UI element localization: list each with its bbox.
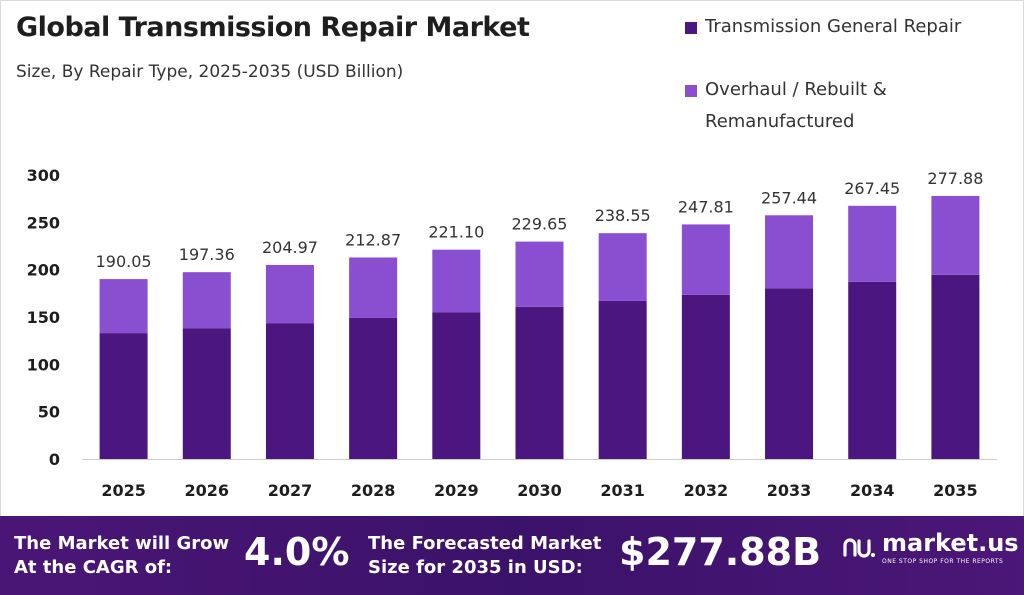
bar-segment-overhaul <box>349 257 398 318</box>
cagr-label: The Market will Grow At the CAGR of: <box>14 532 229 580</box>
legend-item-general-repair: Transmission General Repair <box>685 16 961 37</box>
bar-segment-general-repair <box>182 328 231 459</box>
legend-label-overhaul-line2: Remanufactured <box>705 111 855 132</box>
legend-swatch-general-repair <box>685 22 697 34</box>
x-tick-label: 2028 <box>351 481 396 500</box>
bar-total-label: 267.45 <box>844 179 900 198</box>
bar-segment-overhaul <box>681 224 730 295</box>
market-us-logo-icon <box>843 537 875 558</box>
x-tick-label: 2034 <box>850 481 895 500</box>
x-tick-label: 2032 <box>684 481 729 500</box>
x-tick-label: 2035 <box>933 481 978 500</box>
legend-label-overhaul-line1: Overhaul / Rebuilt & <box>705 79 887 100</box>
x-tick-label: 2031 <box>600 481 645 500</box>
bar-segment-overhaul <box>432 249 481 313</box>
brand-tagline: ONE STOP SHOP FOR THE REPORTS <box>882 558 1004 565</box>
forecast-value: $277.88B <box>619 530 822 574</box>
y-tick-label: 300 <box>27 166 60 185</box>
x-tick-label: 2029 <box>434 481 479 500</box>
bar-total-label: 257.44 <box>761 188 817 207</box>
bar-segment-overhaul <box>931 195 980 275</box>
x-tick-label: 2027 <box>268 481 313 500</box>
bar-segment-general-repair <box>931 274 980 459</box>
bar-segment-overhaul <box>598 233 647 301</box>
x-tick-label: 2033 <box>767 481 812 500</box>
legend-item-overhaul: Overhaul / Rebuilt & Remanufactured <box>685 79 887 138</box>
bar-total-label: 204.97 <box>262 238 318 257</box>
bar-total-label: 197.36 <box>179 245 235 264</box>
bar-segment-overhaul <box>515 241 564 307</box>
bar-segment-general-repair <box>432 312 481 459</box>
bar-segment-general-repair <box>681 294 730 459</box>
cagr-label-line1: The Market will Grow <box>14 533 230 554</box>
bar-segment-general-repair <box>765 288 814 459</box>
x-tick-label: 2030 <box>517 481 562 500</box>
footer-banner <box>0 516 1024 595</box>
x-tick-label: 2025 <box>101 481 146 500</box>
brand-logo: market.us ONE STOP SHOP FOR THE REPORTS <box>842 530 1019 565</box>
bar-total-label: 229.65 <box>512 215 568 234</box>
bar-segment-general-repair <box>349 317 398 459</box>
forecast-label: The Forecasted Market Size for 2035 in U… <box>368 532 601 580</box>
bar-segment-overhaul <box>265 264 314 324</box>
bar-segment-general-repair <box>265 323 314 459</box>
y-tick-label: 250 <box>27 213 60 232</box>
y-tick-label: 200 <box>27 261 60 280</box>
bar-segment-general-repair <box>515 306 564 459</box>
bar-total-label: 247.81 <box>678 197 734 216</box>
bar-segment-general-repair <box>598 300 647 459</box>
bar-segment-overhaul <box>99 279 148 334</box>
y-tick-label: 150 <box>27 308 60 327</box>
bar-segment-overhaul <box>182 272 231 329</box>
x-tick-label: 2026 <box>185 481 230 500</box>
y-tick-label: 0 <box>49 450 60 469</box>
bar-segment-general-repair <box>99 333 148 459</box>
chart-plot: 0 50 100 150 200 250 300 190.05 2025 197.36 2026 20… <box>27 166 997 500</box>
bar-total-label: 221.10 <box>428 223 484 242</box>
chart-subtitle: Size, By Repair Type, 2025-2035 (USD Bil… <box>16 62 404 82</box>
cagr-label-line2: At the CAGR of: <box>14 557 173 578</box>
bar-segment-overhaul <box>848 205 897 282</box>
legend-swatch-overhaul <box>685 85 697 97</box>
cagr-value: 4.0% <box>244 530 350 574</box>
bar-total-label: 212.87 <box>345 230 401 249</box>
brand-name: market.us <box>882 529 1019 557</box>
bar-total-label: 238.55 <box>595 206 651 225</box>
y-tick-label: 50 <box>38 403 60 422</box>
bar-total-label: 277.88 <box>927 169 983 188</box>
forecast-label-line1: The Forecasted Market <box>368 533 602 554</box>
legend-label-general-repair: Transmission General Repair <box>705 16 962 37</box>
y-tick-label: 100 <box>27 355 60 374</box>
bar-total-label: 190.05 <box>96 252 152 271</box>
bar-segment-general-repair <box>848 281 897 459</box>
forecast-label-line2: Size for 2035 in USD: <box>368 557 583 578</box>
bar-segment-overhaul <box>765 215 814 289</box>
chart-title: Global Transmission Repair Market <box>16 12 530 43</box>
